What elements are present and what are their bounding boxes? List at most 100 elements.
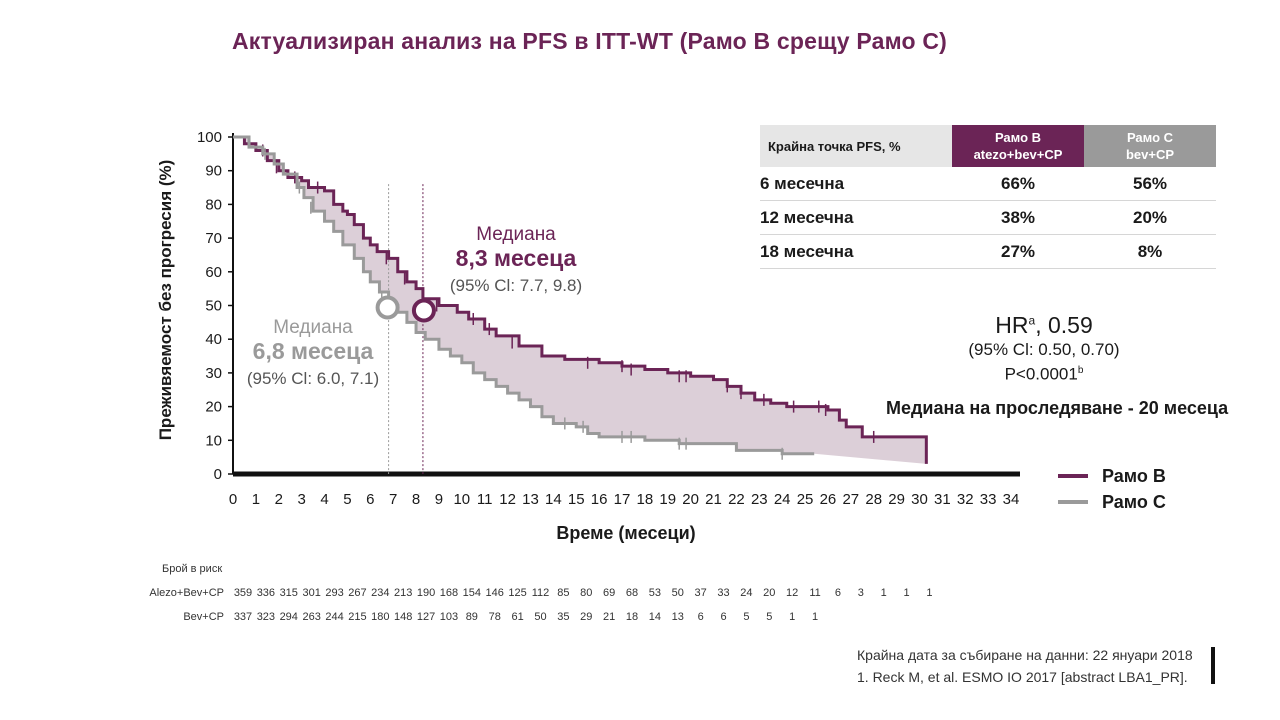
table-header-arm-b: Рамо В atezo+bev+CP xyxy=(952,125,1084,167)
y-tick-label: 90 xyxy=(205,163,222,180)
risk-count: 215 xyxy=(348,611,367,623)
risk-count: 50 xyxy=(671,587,684,599)
risk-count: 103 xyxy=(439,611,459,623)
table-row: 6 месечна 66% 56% xyxy=(760,167,1216,201)
legend-item-arm-b: Рамо В xyxy=(1058,463,1166,489)
legend: Рамо В Рамо С xyxy=(1058,463,1166,515)
table-header-arm-b-regimen: atezo+bev+CP xyxy=(973,147,1063,162)
risk-count: 13 xyxy=(671,611,684,623)
row-label: 12 месечна xyxy=(760,200,952,235)
number-at-risk-title: Брой в риск xyxy=(162,563,223,575)
median-annotation-arm-b-ci: (95% Cl: 7.7, 9.8) xyxy=(450,276,582,295)
y-tick-label: 80 xyxy=(205,196,222,213)
y-tick-label: 40 xyxy=(205,331,222,348)
y-tick-label: 70 xyxy=(205,230,222,247)
risk-count: 18 xyxy=(625,611,639,623)
y-tick-label: 50 xyxy=(205,298,222,315)
risk-count: 168 xyxy=(439,587,459,599)
risk-count: 50 xyxy=(534,611,547,623)
x-tick-label: 4 xyxy=(320,491,328,508)
row-value-arm-b: 38% xyxy=(952,200,1084,235)
hr-label: HR xyxy=(995,312,1029,338)
hr-value: , 0.59 xyxy=(1035,312,1093,338)
legend-label: Рамо С xyxy=(1102,491,1166,512)
hazard-ratio-block: HRa, 0.59 (95% Cl: 0.50, 0.70) P<0.0001b xyxy=(944,312,1144,385)
table-row: 18 месечна 27% 8% xyxy=(760,234,1216,269)
x-tick-label: 3 xyxy=(297,491,305,508)
table-header-arm-c: Рамо С bev+CP xyxy=(1084,125,1216,167)
risk-count: 12 xyxy=(786,587,799,599)
risk-count: 3 xyxy=(857,587,864,599)
risk-count: 146 xyxy=(485,587,504,599)
risk-count: 53 xyxy=(648,587,661,599)
risk-count: 323 xyxy=(256,611,276,623)
risk-count: 1 xyxy=(926,587,933,599)
risk-count: 1 xyxy=(880,587,887,599)
risk-count: 234 xyxy=(371,587,390,599)
risk-count: 89 xyxy=(465,611,478,623)
risk-count: 125 xyxy=(508,587,527,599)
row-value-arm-b: 27% xyxy=(952,234,1084,269)
x-tick-label: 9 xyxy=(435,491,443,508)
x-tick-label: 29 xyxy=(888,491,905,508)
risk-count: 85 xyxy=(557,587,570,599)
x-tick-label: 10 xyxy=(453,491,470,508)
risk-count: 190 xyxy=(416,587,436,599)
series-line-arm-b xyxy=(233,135,928,464)
median-marker-arm-b xyxy=(411,298,436,323)
risk-count: 6 xyxy=(720,611,727,623)
table-header-endpoint: Крайна точка PFS, % xyxy=(760,125,952,167)
x-tick-label: 25 xyxy=(797,491,814,508)
risk-row-label: Bev+CP xyxy=(183,611,224,623)
risk-count: 301 xyxy=(302,587,321,599)
risk-count: 294 xyxy=(279,611,298,623)
risk-count: 213 xyxy=(393,587,413,599)
y-tick-label: 10 xyxy=(205,432,222,449)
legend-swatch-arm-c xyxy=(1058,500,1088,504)
p-value: P<0.0001b xyxy=(944,360,1144,385)
y-tick-label: 100 xyxy=(197,129,222,146)
risk-count: 11 xyxy=(809,587,821,599)
risk-count: 80 xyxy=(580,587,593,599)
risk-count: 112 xyxy=(531,587,550,599)
x-tick-label: 5 xyxy=(343,491,351,508)
risk-count: 6 xyxy=(834,587,841,599)
x-tick-label: 8 xyxy=(412,491,420,508)
x-tick-label: 23 xyxy=(751,491,768,508)
x-tick-label: 19 xyxy=(659,491,676,508)
x-tick-label: 30 xyxy=(911,491,928,508)
x-tick-label: 12 xyxy=(499,491,516,508)
median-marker-arm-c xyxy=(375,295,400,320)
risk-count: 14 xyxy=(648,611,661,623)
risk-row-label: Alezo+Bev+CP xyxy=(149,587,224,599)
x-tick-label: 1 xyxy=(252,491,260,508)
risk-count: 244 xyxy=(325,611,344,623)
risk-count: 1 xyxy=(811,611,819,623)
risk-count: 154 xyxy=(462,587,481,599)
table-header-arm-c-name: Рамо С xyxy=(1126,130,1174,145)
x-tick-label: 34 xyxy=(1003,491,1020,508)
row-label: 18 месечна xyxy=(760,234,952,269)
x-tick-label: 13 xyxy=(522,491,539,508)
x-tick-label: 17 xyxy=(614,491,631,508)
median-followup: Медиана на проследяване - 20 месеца xyxy=(886,398,1229,418)
x-tick-label: 33 xyxy=(980,491,997,508)
risk-count: 5 xyxy=(743,611,750,623)
data-cutoff: Крайна дата за събиране на данни: 22 яну… xyxy=(857,647,1193,663)
table-row: 12 месечна 38% 20% xyxy=(760,200,1216,235)
table-header-arm-b-name: Рамо В xyxy=(994,130,1042,145)
x-tick-label: 26 xyxy=(820,491,837,508)
x-tick-label: 11 xyxy=(477,491,493,508)
risk-count: 24 xyxy=(740,587,753,599)
risk-count: 267 xyxy=(348,587,367,599)
footnote: Крайна дата за събиране на данни: 22 яну… xyxy=(857,644,1193,688)
risk-count: 33 xyxy=(717,587,730,599)
risk-count: 5 xyxy=(766,611,773,623)
series-line-arm-c xyxy=(233,135,815,456)
p-footnote-mark: b xyxy=(1077,365,1084,376)
legend-item-arm-c: Рамо С xyxy=(1058,489,1166,515)
x-tick-label: 21 xyxy=(705,491,722,508)
reference: 1. Reck M, et al. ESMO IO 2017 [abstract… xyxy=(857,669,1188,685)
x-tick-label: 2 xyxy=(275,491,283,508)
